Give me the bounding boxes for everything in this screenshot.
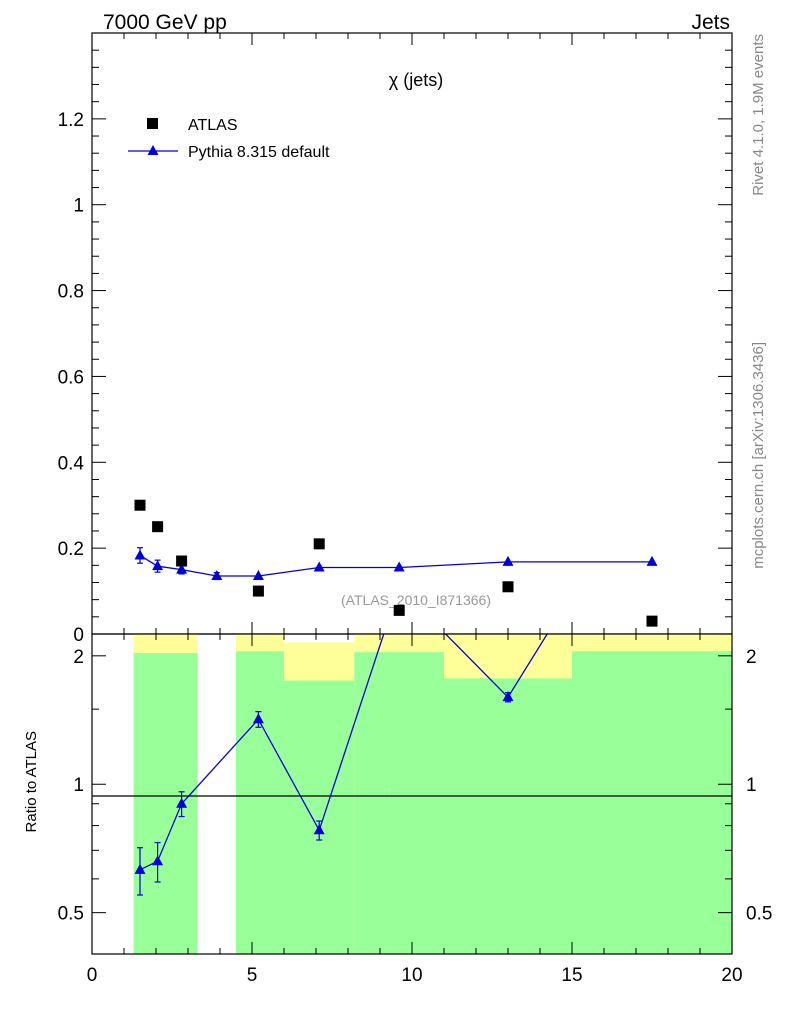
y-tick-label: 0.6: [58, 367, 84, 388]
pythia-point: [152, 560, 164, 571]
atlas-point: [152, 521, 164, 533]
x-tick-label: 5: [247, 965, 258, 986]
pythia-point: [134, 549, 146, 560]
ratio-y-tick-label: 1: [73, 775, 84, 796]
ratio-band-inner: [354, 652, 390, 954]
pythia-point: [393, 561, 405, 572]
collision-label: 7000 GeV pp: [103, 11, 227, 34]
ratio-point: [502, 691, 514, 702]
ratio-point: [152, 855, 164, 866]
pythia-point: [211, 570, 223, 581]
ratio-panel-data: [134, 459, 658, 896]
atlas-point: [176, 555, 188, 567]
legend-pythia-label: Pythia 8.315 default: [188, 144, 330, 161]
atlas-point: [502, 581, 514, 593]
process-label: Jets: [691, 11, 730, 34]
main-panel-ticks: [91, 32, 733, 635]
ratio-y-tick-label: 2: [73, 647, 84, 668]
atlas-point: [134, 499, 146, 511]
main-panel: 0 0.2 0.4 0.6 0.8 1 1.2 χ (jets) (ATLAS_2010_I…: [58, 32, 733, 646]
ratio-band-inner: [133, 653, 198, 954]
ratio-panel-y-tick-labels: 0.5 0.5 1 1 2 2: [58, 647, 773, 925]
atlas-point: [646, 615, 658, 627]
ratio-y-tick-label-right: 2: [746, 647, 757, 668]
ratio-point: [134, 863, 146, 874]
legend-atlas-label: ATLAS: [188, 117, 238, 134]
ratio-band-inner: [284, 680, 355, 954]
ratio-uncertainty-bands: [133, 634, 732, 954]
rivet-version-label: Rivet 4.1.0, 1.9M events: [750, 34, 767, 196]
plot-title: χ (jets): [389, 70, 443, 90]
ratio-y-tick-label-right: 1: [746, 775, 757, 796]
ratio-band-inner: [572, 651, 732, 954]
atlas-point: [393, 604, 405, 616]
main-panel-data: [134, 499, 658, 627]
mcplots-site-label: mcplots.cern.ch [arXiv:1306.3436]: [750, 342, 767, 569]
ratio-band-inner: [389, 652, 444, 954]
ratio-point: [647, 459, 658, 469]
ratio-point: [252, 713, 264, 724]
ratio-point: [176, 797, 188, 808]
x-tick-label: 20: [721, 965, 742, 986]
x-tick-label: 0: [87, 965, 98, 986]
x-axis-tick-labels: 0 5 10 15 20: [87, 965, 743, 986]
ratio-panel-frame: [91, 633, 733, 955]
pythia-point: [313, 561, 325, 572]
pythia-point: [252, 570, 264, 581]
atlas-point: [313, 538, 325, 550]
pythia-point: [646, 555, 658, 566]
ratio-point: [313, 824, 325, 835]
x-tick-label: 15: [561, 965, 582, 986]
y-tick-label: 0.8: [58, 282, 84, 303]
ratio-band-inner: [444, 678, 572, 954]
analysis-watermark: (ATLAS_2010_I871366): [341, 592, 491, 608]
atlas-point: [252, 585, 264, 597]
y-tick-label: 0: [73, 625, 84, 646]
ratio-line: [139, 634, 548, 871]
y-tick-label: 0.4: [58, 453, 85, 474]
x-tick-label: 10: [401, 965, 422, 986]
ratio-point: [394, 581, 405, 591]
pythia-point: [502, 555, 514, 566]
y-tick-label: 1.2: [58, 110, 84, 131]
ratio-y-tick-label: 0.5: [58, 904, 84, 925]
legend-atlas-marker: [147, 118, 158, 129]
main-panel-y-tick-labels: 0 0.2 0.4 0.6 0.8 1 1.2: [58, 110, 85, 646]
ratio-panel: 0.5 0.5 1 1 2 2 0 5 10 15 20 Ratio to ATLAS: [23, 459, 773, 986]
legend: ATLAS Pythia 8.315 default: [128, 117, 330, 161]
ratio-axis-label: Ratio to ATLAS: [23, 731, 40, 832]
ratio-band-inner: [236, 651, 284, 954]
y-tick-label: 0.2: [58, 539, 84, 560]
pythia-point: [176, 563, 188, 574]
y-tick-label: 1: [73, 196, 84, 217]
legend-pythia-marker: [147, 145, 159, 155]
ratio-y-tick-label-right: 0.5: [746, 904, 772, 925]
